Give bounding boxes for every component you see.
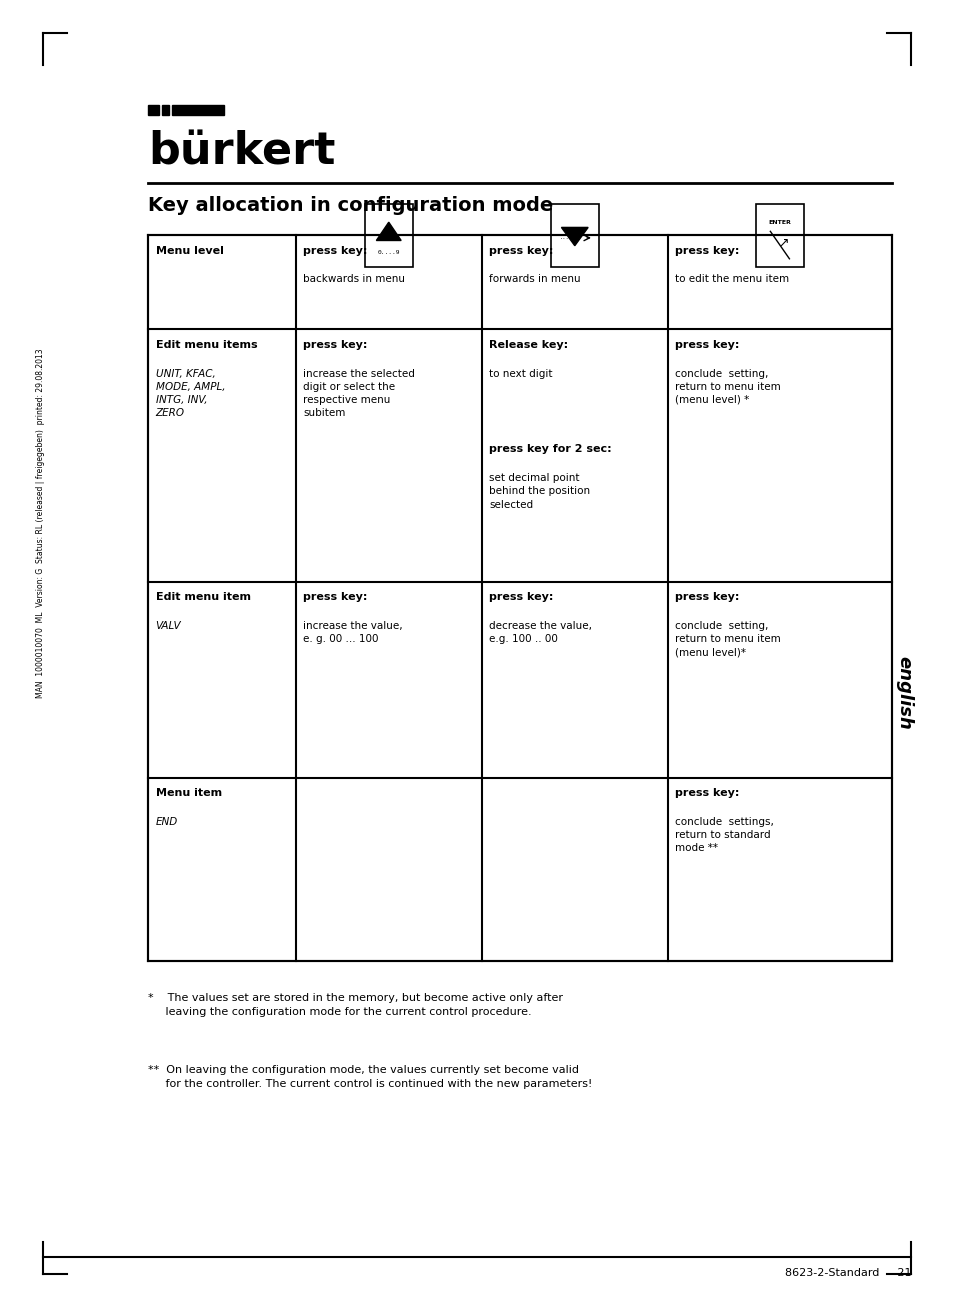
Text: MAN  1000010070  ML  Version: G  Status: RL (released | freigegeben)  printed: 2: MAN 1000010070 ML Version: G Status: RL …: [35, 348, 45, 698]
Text: **  On leaving the configuration mode, the values currently set become valid
   : ** On leaving the configuration mode, th…: [148, 1065, 592, 1089]
Text: $\nearrow$: $\nearrow$: [776, 237, 788, 250]
Text: bürkert: bürkert: [148, 131, 335, 174]
Text: backwards in menu: backwards in menu: [303, 274, 405, 285]
Text: *    The values set are stored in the memory, but become active only after
     : * The values set are stored in the memor…: [148, 993, 562, 1017]
Text: press key:: press key:: [675, 340, 739, 350]
Text: decrease the value,
e.g. 100 .. 00: decrease the value, e.g. 100 .. 00: [489, 621, 592, 644]
Text: Edit menu items: Edit menu items: [155, 340, 257, 350]
Text: END: END: [155, 817, 177, 827]
Text: press key for 2 sec:: press key for 2 sec:: [489, 444, 612, 455]
Bar: [162, 105, 169, 115]
Text: UNIT, KFAC,
MODE, AMPL,
INTG, INV,
ZERO: UNIT, KFAC, MODE, AMPL, INTG, INV, ZERO: [155, 369, 225, 418]
Text: press key:: press key:: [489, 246, 553, 256]
Bar: [148, 105, 159, 115]
Text: press key:: press key:: [303, 592, 367, 603]
Text: increase the value,
e. g. 00 ... 100: increase the value, e. g. 00 ... 100: [303, 621, 402, 644]
Text: VALV: VALV: [155, 621, 181, 631]
Text: english: english: [894, 656, 912, 729]
Text: forwards in menu: forwards in menu: [489, 274, 580, 285]
Text: conclude  setting,
return to menu item
(menu level) *: conclude setting, return to menu item (m…: [675, 369, 781, 405]
Text: to next digit: to next digit: [489, 369, 553, 379]
Text: Key allocation in configuration mode: Key allocation in configuration mode: [148, 196, 553, 216]
Bar: [364, 204, 412, 267]
Text: increase the selected
digit or select the
respective menu
subitem: increase the selected digit or select th…: [303, 369, 415, 418]
Text: Menu item: Menu item: [155, 788, 221, 799]
Text: ....: ....: [559, 235, 572, 240]
Text: to edit the menu item: to edit the menu item: [675, 274, 789, 285]
Text: press key:: press key:: [303, 340, 367, 350]
Bar: [148, 235, 891, 961]
Text: conclude  settings,
return to standard
mode **: conclude settings, return to standard mo…: [675, 817, 774, 853]
Text: press key:: press key:: [303, 246, 367, 256]
Text: press key:: press key:: [675, 788, 739, 799]
Text: Menu level: Menu level: [155, 246, 223, 256]
Polygon shape: [560, 227, 587, 246]
Text: press key:: press key:: [489, 592, 553, 603]
Bar: [551, 204, 598, 267]
Text: press key:: press key:: [675, 592, 739, 603]
Text: Edit menu item: Edit menu item: [155, 592, 251, 603]
Text: 8623-2-Standard  -  21: 8623-2-Standard - 21: [783, 1268, 910, 1278]
Text: 0....9: 0....9: [377, 250, 399, 255]
Text: set decimal point
behind the position
selected: set decimal point behind the position se…: [489, 473, 590, 510]
Text: press key:: press key:: [675, 246, 739, 256]
Text: ENTER: ENTER: [768, 220, 790, 225]
Bar: [172, 105, 224, 115]
Polygon shape: [375, 222, 400, 240]
Text: Release key:: Release key:: [489, 340, 568, 350]
Text: conclude  setting,
return to menu item
(menu level)*: conclude setting, return to menu item (m…: [675, 621, 781, 657]
Bar: [755, 204, 802, 267]
